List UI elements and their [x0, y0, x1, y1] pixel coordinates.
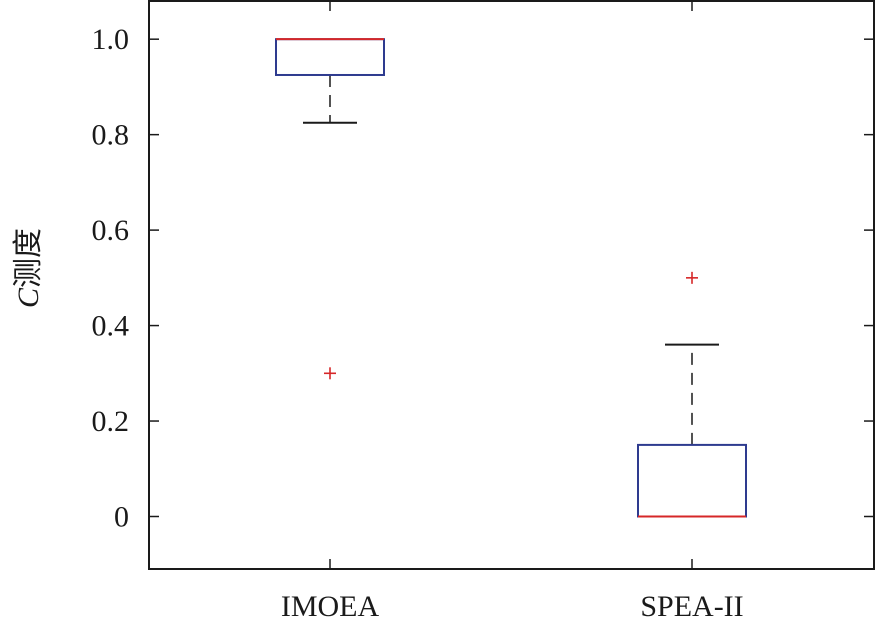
y-tick-label: 0.8 — [92, 119, 130, 152]
y-tick-label: 1.0 — [92, 23, 130, 56]
y-axis-label-rest: 测度 — [12, 228, 45, 288]
box-series — [275, 38, 747, 518]
y-axis-label: C测度 — [12, 228, 45, 308]
box-iqr — [275, 38, 385, 76]
y-axis: 0 0.2 0.4 0.6 0.8 1.0 — [92, 23, 874, 533]
box-1 — [275, 38, 385, 380]
box-iqr — [637, 443, 747, 518]
x-tick-label: SPEA-II — [640, 590, 743, 623]
y-tick-label: 0.4 — [92, 310, 130, 343]
y-tick-label: 0 — [114, 500, 129, 533]
outlier-marker — [686, 271, 698, 284]
y-tick-label: 0.2 — [92, 405, 130, 438]
box-2 — [637, 271, 747, 518]
plot-area-frame — [148, 0, 875, 570]
y-tick-label: 0.6 — [92, 214, 130, 247]
y-axis-label-italic: C — [12, 287, 45, 308]
x-tick-label: IMOEA — [281, 590, 380, 623]
x-axis: IMOEA SPEA-II — [281, 1, 744, 623]
outlier-marker — [324, 367, 336, 380]
